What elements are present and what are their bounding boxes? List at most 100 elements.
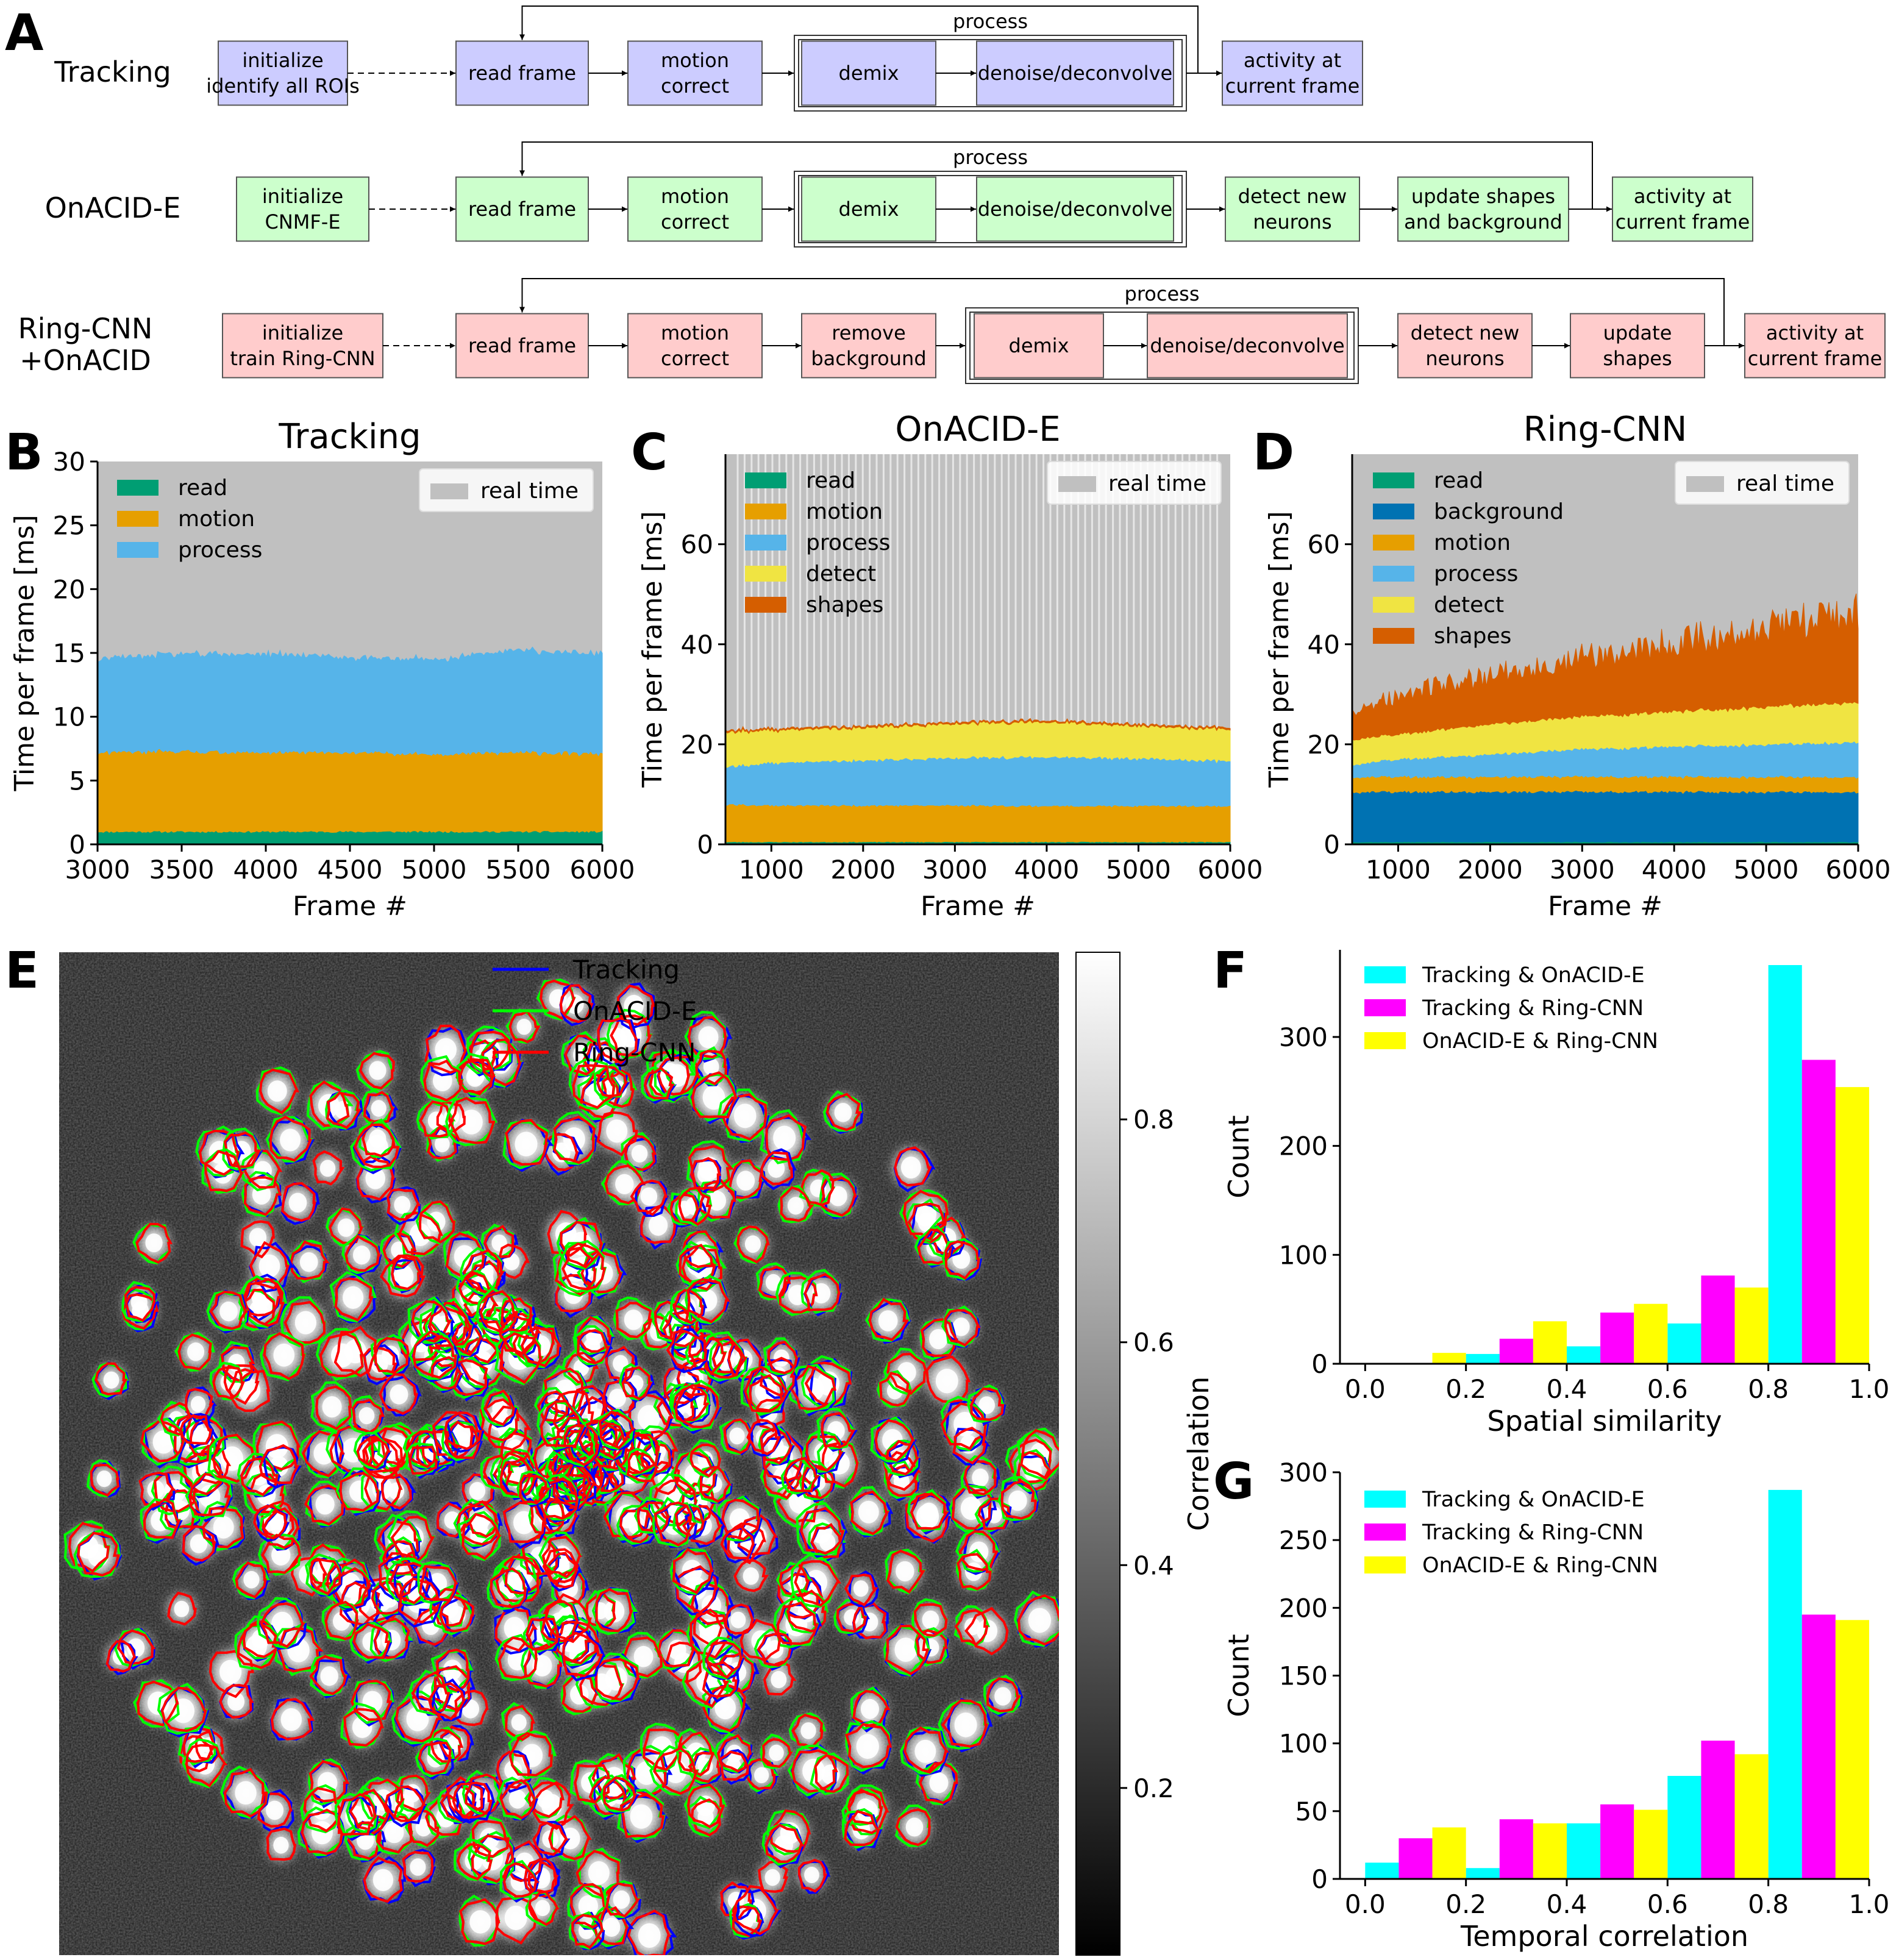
- contour-ring-cnn: [672, 1289, 704, 1325]
- contour-ring-cnn: [290, 1240, 330, 1280]
- contour-ring-cnn: [457, 1500, 498, 1546]
- cell-core: [743, 1567, 759, 1585]
- contour-ring-cnn: [564, 1034, 604, 1076]
- contour-ring-cnn: [814, 1754, 849, 1793]
- cell-core: [187, 1342, 205, 1361]
- contour-ring-cnn: [487, 1405, 532, 1452]
- x-axis-label: Frame #: [1548, 891, 1662, 922]
- contour-ring-cnn: [312, 1150, 345, 1186]
- contour-ring-cnn: [679, 1244, 716, 1285]
- contour-ring-cnn: [760, 1151, 794, 1186]
- contour-ring-cnn: [490, 1567, 527, 1608]
- contour-ring-cnn: [844, 1810, 880, 1847]
- flowchart-box: [627, 176, 763, 242]
- flowchart-box: [455, 176, 589, 242]
- contour-ring-cnn: [188, 1472, 232, 1517]
- bar-onacid-ering-cnn: [1533, 1823, 1567, 1879]
- contour-ring-cnn: [540, 1400, 585, 1447]
- contour-ring-cnn: [343, 1708, 384, 1747]
- cell-core: [754, 1767, 769, 1784]
- contour-ring-cnn: [610, 1014, 652, 1057]
- contour-onacid-e: [845, 1720, 891, 1772]
- legend-swatch: [117, 480, 159, 496]
- contour-ring-cnn: [687, 1783, 725, 1828]
- flowchart-box-label: remove: [832, 321, 906, 344]
- contour-ring-cnn: [451, 1359, 488, 1396]
- contour-ring-cnn: [402, 1851, 434, 1883]
- cell-core: [630, 1804, 653, 1829]
- x-tick-label: 5000: [1106, 855, 1171, 885]
- contour-tracking: [455, 1781, 496, 1824]
- contour-onacid-e: [649, 1473, 698, 1527]
- flowchart-row-label: Tracking: [54, 55, 171, 88]
- flowchart-box-label: correct: [661, 347, 729, 370]
- contour-onacid-e: [800, 1269, 841, 1314]
- contour-ring-cnn: [560, 1221, 604, 1269]
- chart-title: Ring-CNN: [1523, 410, 1687, 449]
- contour-ring-cnn: [716, 1734, 752, 1773]
- contour-ring-cnn: [624, 1134, 657, 1171]
- flowchart-box-label: update shapes: [1411, 185, 1555, 208]
- contour-ring-cnn: [263, 1332, 305, 1380]
- legend-label: motion: [178, 507, 255, 532]
- contour-ring-cnn: [1020, 1428, 1059, 1480]
- flowchart-box: [974, 313, 1104, 379]
- contour-onacid-e: [938, 1700, 989, 1750]
- contour-ring-cnn: [940, 1402, 987, 1450]
- contour-ring-cnn: [182, 1525, 216, 1562]
- contour-ring-cnn: [339, 1472, 379, 1512]
- contour-onacid-e: [431, 1667, 471, 1712]
- legend-swatch: [1364, 1523, 1406, 1541]
- bar-trackingring-cnn: [1801, 1060, 1836, 1364]
- contour-ring-cnn: [371, 1580, 407, 1615]
- contour-ring-cnn: [391, 1255, 423, 1291]
- chart-ring-cnn: 1000 2000 3000 4000 5000 6000 0 20 40 60 Frame # Ti…: [1264, 410, 1890, 922]
- contour-onacid-e: [552, 1242, 597, 1297]
- panel-letter-f: F: [1213, 942, 1247, 1000]
- area-series-read: [97, 830, 603, 845]
- contour-onacid-e: [899, 1189, 948, 1242]
- colorbar-tick-label: 0.8: [1133, 1105, 1174, 1135]
- panel-letter-b: B: [5, 424, 43, 482]
- cell-core: [372, 1869, 394, 1891]
- cell-core: [637, 1405, 661, 1430]
- legend-swatch: [430, 483, 468, 499]
- contour-ring-cnn: [721, 1499, 761, 1541]
- contour-ring-cnn: [763, 1661, 797, 1695]
- cell-core: [697, 1166, 713, 1183]
- x-tick-label: 3000: [65, 855, 130, 885]
- contour-ring-cnn: [732, 1885, 779, 1936]
- area-series-motion: [725, 803, 1231, 843]
- flowchart-box-label: demix: [839, 198, 899, 221]
- cell-core: [914, 1202, 937, 1227]
- legend-label: background: [1434, 499, 1564, 524]
- legend-swatch: [1364, 1556, 1406, 1573]
- cell-core: [935, 1369, 958, 1394]
- flowchart-box: [1744, 313, 1886, 379]
- cell-core: [578, 1895, 598, 1917]
- flowchart-box-label: current frame: [1748, 347, 1883, 370]
- cell-core: [648, 1214, 668, 1236]
- legend-swatch: [1373, 504, 1414, 519]
- contour-ring-cnn: [456, 1843, 493, 1881]
- contour-ring-cnn: [1017, 1451, 1054, 1491]
- cell-core: [343, 1286, 364, 1309]
- x-tick-label: 6000: [1198, 855, 1263, 885]
- flowchart-box: [976, 176, 1174, 242]
- contour-ring-cnn: [886, 1464, 918, 1497]
- contour-tracking: [929, 1218, 966, 1260]
- contour-ring-cnn: [688, 1145, 735, 1192]
- bar-onacid-ering-cnn: [1533, 1321, 1567, 1364]
- bar-onacid-ering-cnn: [1835, 1087, 1869, 1364]
- contour-ring-cnn: [374, 1617, 410, 1659]
- x-tick-label: 5500: [486, 855, 551, 885]
- colorbar-tick-label: 0.6: [1133, 1328, 1174, 1358]
- process-label: process: [953, 146, 1028, 169]
- contour-ring-cnn: [847, 1788, 883, 1825]
- cell-core: [858, 1500, 879, 1523]
- contour-onacid-e: [577, 1847, 621, 1900]
- x-tick-label: 0.8: [1748, 1889, 1789, 1919]
- area-series-process: [725, 755, 1231, 808]
- contour-ring-cnn: [432, 1411, 474, 1460]
- flowchart-box-label: activity at: [1634, 185, 1731, 208]
